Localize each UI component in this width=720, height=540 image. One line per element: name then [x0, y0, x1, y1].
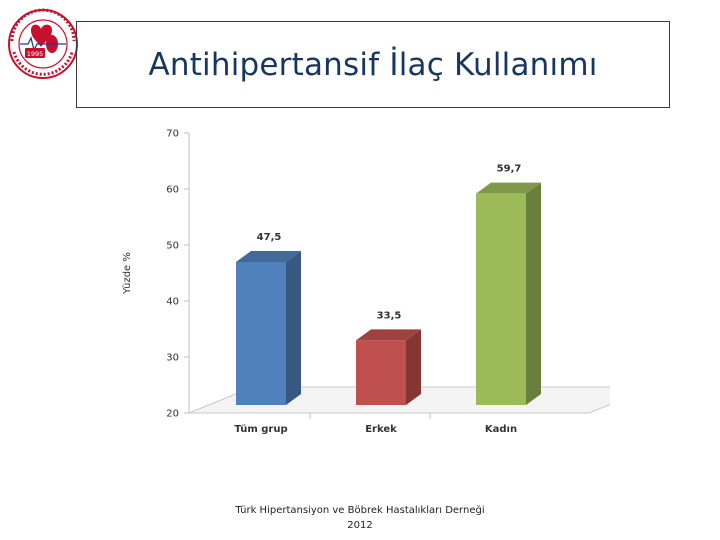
- bar-top: [476, 182, 541, 194]
- bar-side: [526, 182, 541, 405]
- society-logo: 1995: [6, 4, 80, 88]
- society-seal-icon: 1995: [8, 8, 78, 79]
- y-axis-title: Yüzde %: [122, 252, 133, 295]
- logo-year: 1995: [27, 50, 44, 58]
- y-tick-label: 40: [166, 297, 179, 308]
- bar-top: [356, 329, 421, 341]
- bar-side: [406, 329, 421, 405]
- footer-organization: Türk Hipertansiyon ve Böbrek Hastalıklar…: [235, 505, 485, 516]
- bar-top: [236, 251, 301, 262]
- x-tick-label: Erkek: [365, 424, 397, 435]
- data-label: 59,7: [497, 164, 522, 175]
- bar: [476, 193, 526, 405]
- data-label: 33,5: [377, 310, 402, 321]
- page-title: Antihipertansif İlaç Kullanımı: [148, 46, 598, 83]
- y-tick-label: 50: [166, 241, 179, 252]
- footer: Türk Hipertansiyon ve Böbrek Hastalıklar…: [0, 503, 720, 533]
- x-tick-label: Kadın: [485, 424, 517, 435]
- x-tick-label: Tüm grup: [234, 424, 287, 435]
- bar: [236, 262, 286, 405]
- bar-chart: 20 30 40 50 60 70 Yüzde % 47,5 Tüm grup 33,5 Erkek…: [122, 129, 610, 435]
- y-tick-label: 70: [166, 129, 179, 140]
- footer-year: 2012: [347, 520, 373, 531]
- bar-side: [286, 251, 301, 405]
- title-box: Antihipertansif İlaç Kullanımı: [76, 21, 670, 108]
- y-tick-label: 30: [166, 353, 179, 364]
- data-label: 47,5: [257, 232, 282, 243]
- y-tick-label: 20: [166, 409, 179, 420]
- bar: [356, 340, 406, 405]
- y-tick-label: 60: [166, 185, 179, 196]
